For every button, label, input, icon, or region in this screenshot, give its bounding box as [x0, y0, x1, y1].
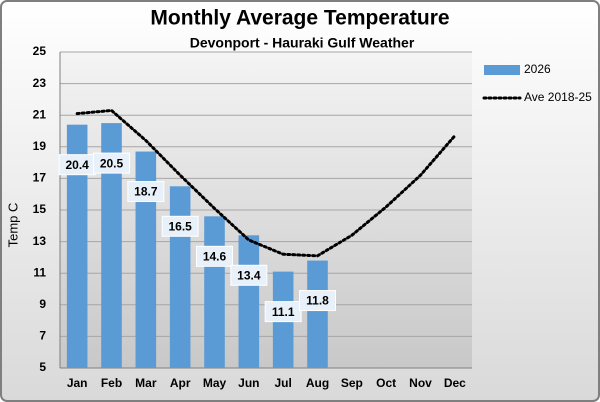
- x-tick-label: Jan: [67, 376, 88, 390]
- y-tick-label: 9: [39, 297, 46, 311]
- data-label: 18.7: [134, 185, 158, 199]
- x-tick-label: Nov: [409, 376, 432, 390]
- data-label: 14.6: [203, 249, 227, 263]
- y-tick-label: 21: [33, 107, 47, 121]
- x-tick-label: May: [203, 376, 227, 390]
- y-tick-label: 19: [33, 139, 47, 153]
- data-label: 16.5: [168, 219, 192, 233]
- data-label-box: [161, 215, 199, 237]
- data-label: 13.4: [237, 268, 261, 282]
- x-tick-label: Apr: [170, 376, 191, 390]
- bar: [135, 151, 157, 368]
- bar: [169, 186, 191, 368]
- y-tick-label: 5: [39, 360, 46, 374]
- x-tick-label: Sep: [341, 376, 363, 390]
- y-tick-label: 15: [33, 202, 47, 216]
- y-tick-label: 23: [33, 76, 47, 90]
- x-tick-label: Jun: [238, 376, 259, 390]
- y-axis-label: Temp C: [5, 203, 20, 248]
- x-tick-label: Feb: [101, 376, 122, 390]
- x-tick-label: Aug: [306, 376, 329, 390]
- x-tick-label: Oct: [376, 376, 396, 390]
- bar: [307, 260, 328, 368]
- x-tick-label: Dec: [444, 376, 466, 390]
- x-tick-label: Mar: [135, 376, 157, 390]
- data-label: 20.5: [100, 156, 124, 170]
- chart-subtitle: Devonport - Hauraki Gulf Weather: [190, 35, 415, 51]
- y-tick-label: 17: [33, 171, 47, 185]
- average-line: [75, 108, 457, 258]
- legend-label: Ave 2018-25: [524, 90, 592, 104]
- data-label-box: [127, 181, 165, 203]
- bar: [101, 123, 122, 368]
- y-tick-label: 25: [33, 44, 47, 58]
- y-tick-label: 11: [33, 265, 46, 279]
- data-label-box: [93, 152, 130, 174]
- data-label: 11.1: [272, 305, 295, 319]
- bar: [204, 216, 225, 368]
- legend-swatch: [484, 65, 520, 75]
- data-label-box: [230, 264, 268, 286]
- data-label: 11.8: [306, 294, 329, 308]
- data-label-box: [299, 290, 336, 312]
- data-label-box: [264, 301, 302, 323]
- y-tick-label: 7: [39, 329, 46, 343]
- legend-label: 2026: [524, 62, 551, 76]
- y-tick-label: 13: [33, 234, 47, 248]
- x-tick-label: Jul: [274, 376, 291, 390]
- chart-title: Monthly Average Temperature: [150, 7, 449, 30]
- bar: [66, 124, 88, 369]
- bar: [238, 235, 260, 368]
- data-label: 20.4: [65, 158, 89, 172]
- data-label-box: [196, 245, 233, 267]
